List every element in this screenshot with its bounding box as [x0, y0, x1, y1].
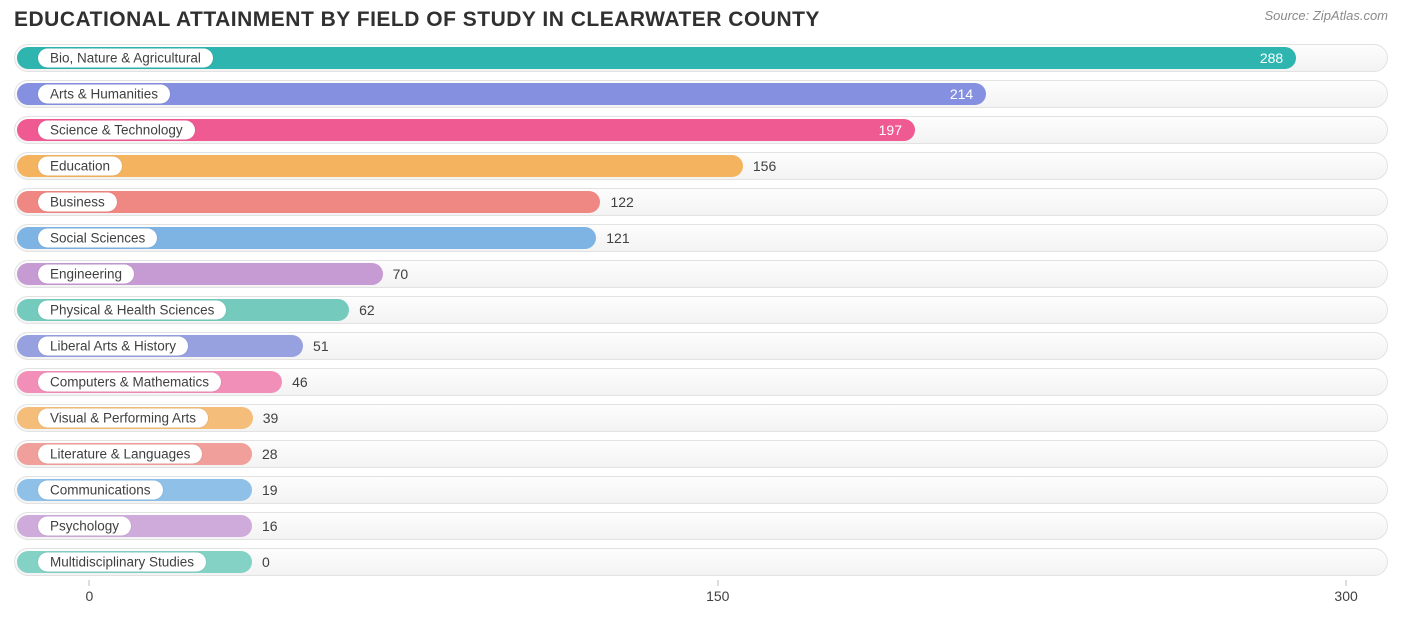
bar-category-label: Social Sciences	[38, 229, 157, 248]
bar-value-label: 62	[359, 302, 375, 318]
chart-source: Source: ZipAtlas.com	[1264, 8, 1388, 23]
chart-title: EDUCATIONAL ATTAINMENT BY FIELD OF STUDY…	[14, 8, 820, 32]
bar-row: Physical & Health Sciences 62	[14, 294, 1388, 326]
bar-category-label: Communications	[38, 481, 163, 500]
bar-value-label: 288	[1260, 50, 1283, 66]
bar-category-label: Multidisciplinary Studies	[38, 553, 206, 572]
bar-row: Arts & Humanities 214	[14, 78, 1388, 110]
bar-row: Science & Technology 197	[14, 114, 1388, 146]
bar-value-label: 197	[879, 122, 902, 138]
bar-category-label: Arts & Humanities	[38, 85, 170, 104]
bar-category-label: Computers & Mathematics	[38, 373, 221, 392]
bar-category-label: Liberal Arts & History	[38, 337, 188, 356]
bar-value-label: 19	[262, 482, 278, 498]
bar-category-label: Business	[38, 193, 117, 212]
bar-row: Communications 19	[14, 474, 1388, 506]
bar-value-label: 28	[262, 446, 278, 462]
bar-category-label: Literature & Languages	[38, 445, 202, 464]
bar-category-label: Bio, Nature & Agricultural	[38, 49, 213, 68]
bar-fill	[17, 155, 743, 177]
bar-value-label: 214	[950, 86, 973, 102]
bars-region: Bio, Nature & Agricultural 288 Arts & Huma…	[14, 42, 1388, 578]
bar-value-label: 156	[753, 158, 776, 174]
bar-category-label: Physical & Health Sciences	[38, 301, 226, 320]
bar-value-label: 51	[313, 338, 329, 354]
axis-tick-label: 0	[85, 588, 93, 604]
bar-row: Multidisciplinary Studies 0	[14, 546, 1388, 578]
bar-category-label: Engineering	[38, 265, 134, 284]
bar-row: Bio, Nature & Agricultural 288	[14, 42, 1388, 74]
bar-row: Education 156	[14, 150, 1388, 182]
chart-header: EDUCATIONAL ATTAINMENT BY FIELD OF STUDY…	[0, 0, 1406, 36]
bar-value-label: 0	[262, 554, 270, 570]
bar-value-label: 122	[610, 194, 633, 210]
bar-row: Business 122	[14, 186, 1388, 218]
bar-category-label: Science & Technology	[38, 121, 195, 140]
axis-tick-line	[717, 580, 718, 586]
bar-category-label: Education	[38, 157, 122, 176]
axis-tick-line	[1346, 580, 1347, 586]
bar-value-label: 46	[292, 374, 308, 390]
axis-tick-label: 300	[1334, 588, 1357, 604]
bar-category-label: Visual & Performing Arts	[38, 409, 208, 428]
axis-tick-line	[89, 580, 90, 586]
bar-row: Engineering 70	[14, 258, 1388, 290]
chart-area: Bio, Nature & Agricultural 288 Arts & Huma…	[0, 36, 1406, 608]
bar-value-label: 121	[606, 230, 629, 246]
bar-row: Literature & Languages 28	[14, 438, 1388, 470]
bar-row: Social Sciences 121	[14, 222, 1388, 254]
bar-row: Computers & Mathematics 46	[14, 366, 1388, 398]
axis-tick-label: 150	[706, 588, 729, 604]
bar-category-label: Psychology	[38, 517, 131, 536]
bar-value-label: 16	[262, 518, 278, 534]
bar-row: Liberal Arts & History 51	[14, 330, 1388, 362]
bar-row: Psychology 16	[14, 510, 1388, 542]
x-axis: 0 150 300	[14, 582, 1388, 608]
bar-value-label: 70	[393, 266, 409, 282]
bar-value-label: 39	[263, 410, 279, 426]
bar-row: Visual & Performing Arts 39	[14, 402, 1388, 434]
